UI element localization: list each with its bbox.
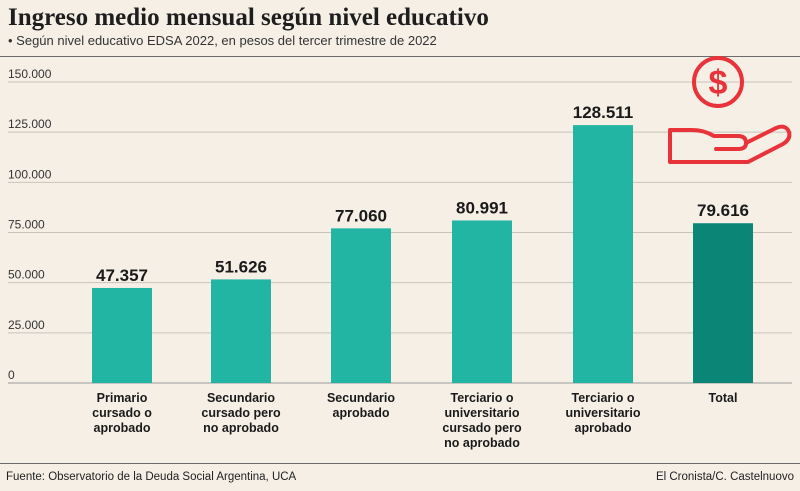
chart-title: Ingreso medio mensual según nivel educat… [8,4,489,31]
category-label-line: aprobado [333,406,390,420]
category-label: Secundario aprobado [327,391,395,420]
category-label-line: Secundario [327,391,395,405]
data-label: 47.357 [96,266,148,285]
category-label-line: universitario [565,406,640,420]
data-label: 77.060 [335,206,387,225]
y-tick-label: 150.000 [8,67,52,81]
header-divider [0,56,800,57]
category-label: Terciario o universitario aprobado [565,391,640,435]
bar [211,279,271,383]
category-label-line: cursado o [92,406,152,420]
bar [331,228,391,383]
y-tick-label: 25.000 [8,318,45,332]
category-label-line: Terciario o [572,391,635,405]
y-tick-label: 125.000 [8,117,52,131]
category-label-line: Secundario [207,391,275,405]
footer-divider [0,463,800,464]
y-tick-label: 100.000 [8,167,52,181]
data-label: 80.991 [456,198,508,217]
data-label: 51.626 [215,257,267,276]
credit-note: El Cronista/C. Castelnuovo [655,471,794,483]
y-tick-label: 50.000 [8,268,45,282]
bar [573,125,633,383]
category-label-line: cursado pero [442,421,522,435]
category-label: Terciario o universitario cursado pero no a… [442,391,522,450]
category-label-line: Total [709,391,738,405]
category-label: Total [709,391,738,405]
category-label: Primario cursado o aprobado [92,391,152,435]
y-tick-label: 0 [8,368,15,382]
source-note: Fuente: Observatorio de la Deuda Social … [6,471,297,483]
category-label-line: cursado pero [201,406,281,420]
hand-holding-dollar-icon: $ [668,56,792,164]
category-label-line: Primario [97,391,148,405]
y-tick-label: 75.000 [8,218,45,232]
category-label-line: Terciario o [451,391,514,405]
data-label: 128.511 [573,103,634,122]
bar [452,220,512,383]
category-label-line: aprobado [94,421,151,435]
category-label-line: no aprobado [444,436,520,450]
data-label: 79.616 [697,201,749,220]
category-label-line: universitario [444,406,519,420]
svg-text:$: $ [709,64,728,102]
bar [693,223,753,383]
category-label-line: aprobado [575,421,632,435]
category-label: Secundario cursado pero no aprobado [201,391,281,435]
category-label-line: no aprobado [203,421,279,435]
chart-subtitle: • Según nivel educativo EDSA 2022, en pe… [8,33,437,48]
bar [92,287,152,383]
